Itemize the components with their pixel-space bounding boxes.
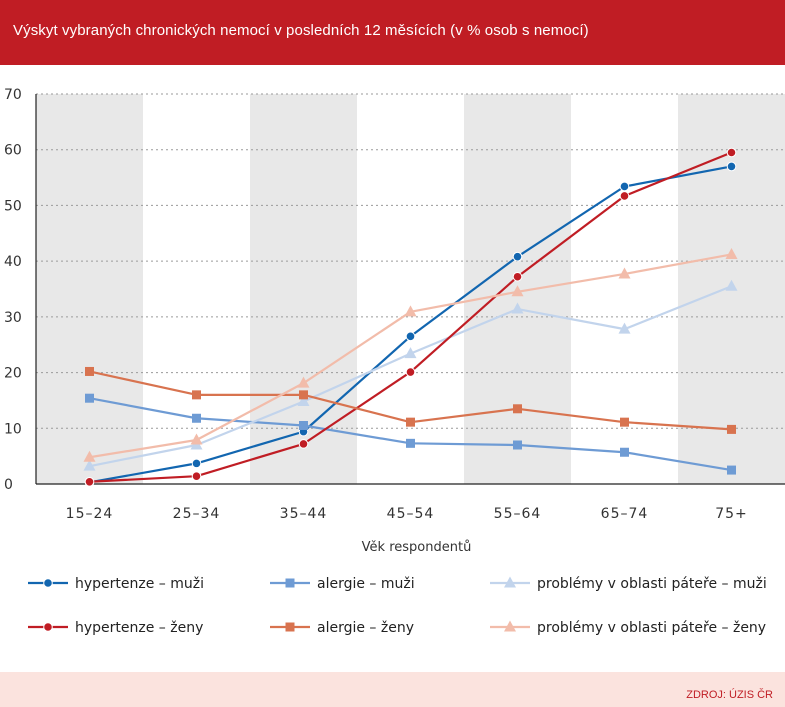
legend-label: alergie – ženy bbox=[317, 620, 414, 636]
legend-marker bbox=[43, 578, 53, 588]
data-point bbox=[405, 331, 416, 342]
x-tick-label: 15–24 bbox=[66, 506, 114, 522]
data-point bbox=[84, 476, 95, 487]
x-tick-label: 35–44 bbox=[280, 506, 328, 522]
x-tick-label: 75+ bbox=[715, 506, 748, 522]
data-point bbox=[620, 417, 629, 427]
header-banner: Výskyt vybraných chronických nemocí v po… bbox=[0, 0, 785, 65]
data-point bbox=[406, 438, 415, 448]
data-point bbox=[725, 279, 738, 291]
legend-item: alergie – ženy bbox=[270, 620, 414, 636]
data-point bbox=[512, 271, 523, 282]
y-tick-label: 20 bbox=[4, 366, 22, 382]
legend-label: problémy v oblasti páteře – muži bbox=[537, 576, 767, 592]
series-line bbox=[89, 151, 732, 483]
data-point bbox=[619, 181, 630, 192]
data-point bbox=[297, 376, 310, 388]
legend-item: problémy v oblasti páteře – ženy bbox=[490, 620, 766, 636]
legend-item: hypertenze – muži bbox=[28, 576, 204, 592]
data-point bbox=[85, 393, 94, 403]
data-point bbox=[191, 458, 202, 469]
data-point bbox=[405, 367, 416, 377]
data-point bbox=[727, 465, 736, 475]
data-point bbox=[191, 471, 202, 482]
data-point bbox=[618, 322, 631, 334]
legend-marker bbox=[285, 622, 295, 632]
legend-label: alergie – muži bbox=[317, 576, 415, 592]
x-tick-label: 55–64 bbox=[494, 506, 542, 522]
data-point bbox=[404, 347, 417, 359]
legend-marker bbox=[504, 576, 516, 588]
data-point bbox=[512, 251, 523, 262]
y-tick-label: 50 bbox=[4, 198, 22, 214]
legend-label: hypertenze – muži bbox=[75, 576, 204, 592]
data-point bbox=[85, 366, 94, 376]
data-point bbox=[511, 302, 524, 314]
legend-marker bbox=[504, 620, 516, 632]
data-point bbox=[192, 413, 201, 423]
data-point bbox=[406, 417, 415, 427]
data-point bbox=[725, 247, 738, 259]
data-point bbox=[726, 161, 737, 172]
x-axis-title: Věk respondentů bbox=[362, 540, 472, 555]
data-point bbox=[299, 421, 308, 430]
data-point bbox=[297, 395, 310, 407]
data-point bbox=[618, 267, 631, 279]
legend-item: problémy v oblasti páteře – muži bbox=[490, 576, 767, 592]
chart-title: Výskyt vybraných chronických nemocí v po… bbox=[13, 22, 589, 39]
x-tick-label: 65–74 bbox=[601, 506, 649, 522]
source-note: ZDROJ: ÚZIS ČR bbox=[686, 689, 773, 701]
y-tick-label: 70 bbox=[4, 87, 22, 103]
data-point bbox=[83, 459, 96, 471]
legend-marker bbox=[43, 622, 53, 632]
line-chart: 0 10 20 30 40 50 60 70 15–24 25–34 35–44 45–54 55–64… bbox=[4, 87, 785, 636]
footer-bar: ZDROJ: ÚZIS ČR bbox=[0, 672, 785, 707]
series-line bbox=[89, 397, 732, 472]
data-point bbox=[299, 390, 308, 400]
y-tick-label: 30 bbox=[4, 310, 22, 326]
data-point bbox=[513, 440, 522, 450]
y-tick-label: 60 bbox=[4, 143, 22, 159]
data-point bbox=[404, 305, 417, 317]
y-tick-label: 10 bbox=[4, 421, 22, 437]
data-point bbox=[190, 433, 203, 445]
background-band bbox=[36, 94, 143, 484]
legend-item: hypertenze – ženy bbox=[28, 620, 203, 636]
y-tick-label: 40 bbox=[4, 254, 22, 270]
legend-label: hypertenze – ženy bbox=[75, 620, 203, 636]
data-point bbox=[298, 439, 309, 449]
x-tick-label: 45–54 bbox=[387, 506, 435, 522]
data-point bbox=[192, 390, 201, 400]
y-tick-label: 0 bbox=[4, 477, 13, 493]
data-point bbox=[620, 447, 629, 457]
data-point bbox=[513, 404, 522, 414]
data-point bbox=[511, 285, 524, 297]
legend-label: problémy v oblasti páteře – ženy bbox=[537, 620, 766, 636]
legend-marker bbox=[285, 578, 295, 588]
x-tick-label: 25–34 bbox=[173, 506, 221, 522]
data-point bbox=[619, 191, 630, 201]
data-point bbox=[727, 424, 736, 434]
data-point bbox=[726, 147, 737, 158]
data-point bbox=[83, 450, 96, 462]
legend-item: alergie – muži bbox=[270, 576, 415, 592]
